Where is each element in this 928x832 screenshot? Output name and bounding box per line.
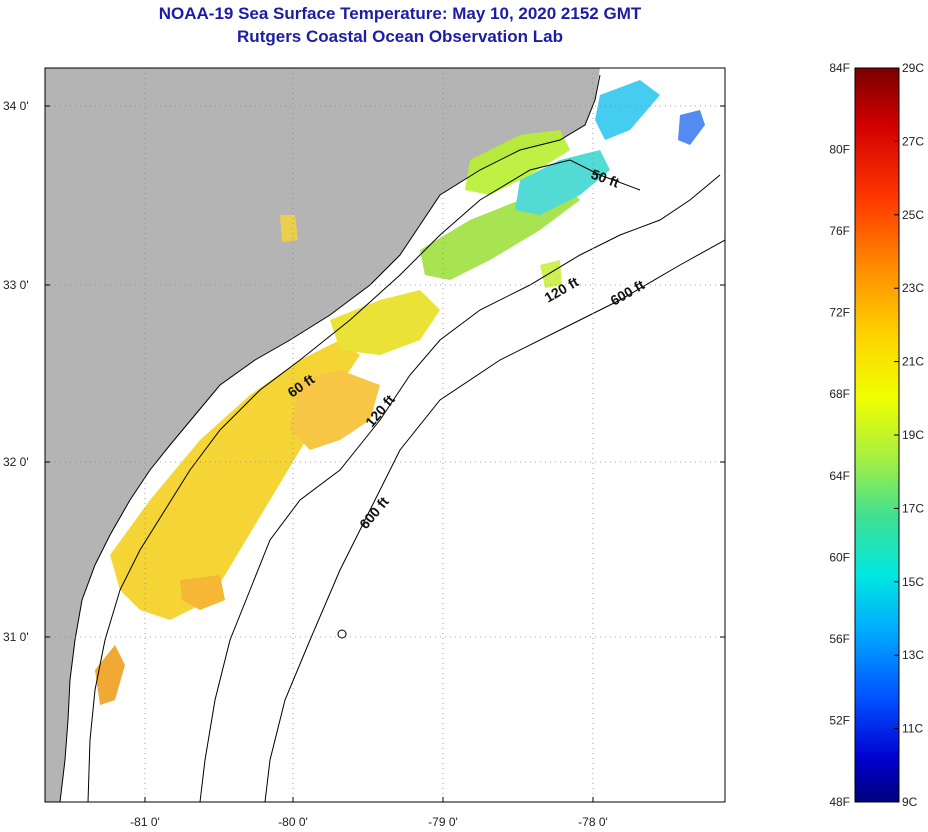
colorbar-label-c: 25C	[902, 208, 924, 222]
graticule	[45, 68, 725, 802]
map-frame	[44, 67, 726, 803]
colorbar-label-f: 68F	[829, 387, 850, 401]
colorbar-label-c: 21C	[902, 355, 924, 369]
colorbar-label-f: 84F	[829, 61, 850, 75]
isobath-50ft	[87, 159, 641, 802]
colorbar-label-f: 64F	[829, 469, 850, 483]
colorbar-label-f: 76F	[829, 224, 850, 238]
axis-ticks	[45, 105, 725, 802]
colorbar-label-c: 29C	[902, 61, 924, 75]
colorbar-label-f: 80F	[829, 143, 850, 157]
lon-label: -81 0'	[130, 815, 160, 829]
map-body	[45, 68, 725, 802]
colorbar-label-f: 60F	[829, 550, 850, 564]
colorbar: 84F 80F 76F 72F 68F 64F 60F 56F 52F 48F 29C 27C 25C…	[829, 61, 924, 809]
colorbar-label-c: 19C	[902, 428, 924, 442]
lon-label: -78 0'	[578, 815, 608, 829]
colorbar-label-c: 11C	[902, 722, 923, 736]
lat-label: 33 0'	[3, 278, 29, 292]
lat-label: 34 0'	[3, 99, 29, 113]
isobath-600ft	[264, 239, 725, 802]
map-subtitle: Rutgers Coastal Ocean Observation Lab	[237, 27, 563, 46]
map-title: NOAA-19 Sea Surface Temperature: May 10,…	[158, 4, 642, 23]
colorbar-label-f: 72F	[829, 306, 850, 320]
lon-label: -79 0'	[428, 815, 458, 829]
land-mass	[45, 68, 600, 802]
lat-label: 32 0'	[3, 455, 29, 469]
isobath-ring	[337, 629, 347, 639]
lat-label: 31 0'	[3, 630, 29, 644]
isobath-120ft	[199, 174, 721, 802]
lon-label: -80 0'	[278, 815, 308, 829]
colorbar-label-c: 23C	[902, 281, 924, 295]
colorbar-label-c: 9C	[902, 795, 918, 809]
colorbar-label-f: 48F	[829, 795, 850, 809]
coastline	[59, 74, 601, 802]
colorbar-label-f: 56F	[829, 632, 850, 646]
sst-data	[95, 80, 705, 705]
colorbar-label-f: 52F	[829, 713, 850, 727]
colorbar-label-c: 27C	[902, 134, 924, 148]
colorbar-gradient	[854, 67, 900, 803]
colorbar-label-c: 17C	[902, 501, 924, 515]
colorbar-label-c: 15C	[902, 575, 924, 589]
colorbar-label-c: 13C	[902, 648, 924, 662]
